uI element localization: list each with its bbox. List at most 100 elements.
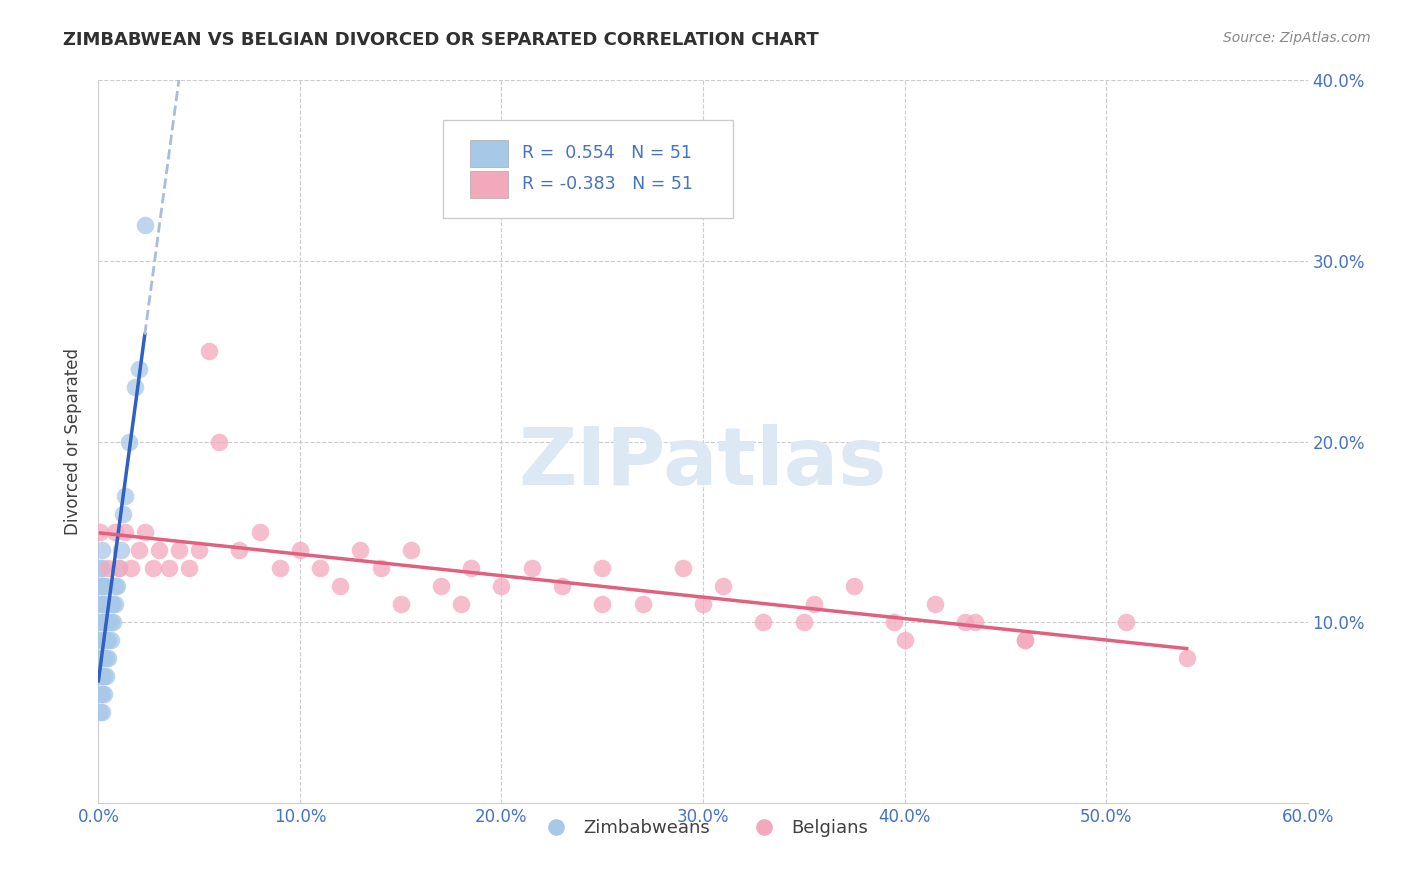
- Point: [965, 615, 987, 630]
- Point: [93, 669, 115, 683]
- Point: [591, 561, 613, 575]
- Point: [1115, 615, 1137, 630]
- Text: ZIPatlas: ZIPatlas: [519, 425, 887, 502]
- Point: [89, 687, 111, 701]
- Point: [711, 579, 734, 593]
- Point: [157, 561, 180, 575]
- Point: [208, 434, 231, 449]
- Point: [89, 706, 111, 720]
- Point: [93, 597, 115, 611]
- Point: [96, 669, 118, 683]
- Point: [91, 561, 114, 575]
- Point: [97, 561, 120, 575]
- Point: [91, 579, 114, 593]
- Point: [96, 615, 118, 630]
- Point: [893, 633, 915, 648]
- Point: [883, 615, 905, 630]
- Point: [89, 669, 111, 683]
- Point: [1175, 651, 1198, 665]
- Point: [89, 579, 111, 593]
- Point: [100, 633, 122, 648]
- Point: [89, 597, 111, 611]
- Point: [105, 579, 128, 593]
- Point: [491, 579, 513, 593]
- Point: [89, 633, 111, 648]
- Point: [93, 633, 115, 648]
- Point: [110, 542, 132, 557]
- Point: [134, 524, 156, 539]
- Point: [142, 561, 165, 575]
- Y-axis label: Divorced or Separated: Divorced or Separated: [65, 348, 83, 535]
- Point: [96, 597, 118, 611]
- Text: R = -0.383   N = 51: R = -0.383 N = 51: [522, 176, 693, 194]
- Point: [103, 579, 125, 593]
- Point: [953, 615, 976, 630]
- Point: [91, 651, 114, 665]
- Point: [198, 344, 221, 359]
- Point: [134, 218, 156, 232]
- Point: [96, 633, 118, 648]
- Point: [128, 362, 150, 376]
- FancyBboxPatch shape: [470, 170, 509, 198]
- Point: [100, 597, 122, 611]
- Point: [370, 561, 392, 575]
- Point: [389, 597, 412, 611]
- Point: [309, 561, 332, 575]
- Point: [128, 542, 150, 557]
- Point: [591, 597, 613, 611]
- Point: [349, 542, 371, 557]
- FancyBboxPatch shape: [470, 139, 509, 167]
- Point: [91, 615, 114, 630]
- Point: [97, 633, 120, 648]
- Point: [100, 615, 122, 630]
- Point: [329, 579, 352, 593]
- Point: [399, 542, 422, 557]
- Text: R =  0.554   N = 51: R = 0.554 N = 51: [522, 145, 692, 162]
- Point: [269, 561, 291, 575]
- FancyBboxPatch shape: [443, 120, 734, 218]
- Text: Source: ZipAtlas.com: Source: ZipAtlas.com: [1223, 31, 1371, 45]
- Point: [93, 615, 115, 630]
- Point: [93, 579, 115, 593]
- Point: [101, 597, 124, 611]
- Point: [91, 542, 114, 557]
- Point: [91, 633, 114, 648]
- Point: [111, 507, 134, 521]
- Point: [148, 542, 170, 557]
- Point: [460, 561, 482, 575]
- Point: [631, 597, 654, 611]
- Point: [89, 615, 111, 630]
- Point: [167, 542, 190, 557]
- Point: [450, 597, 472, 611]
- Point: [118, 434, 141, 449]
- Point: [89, 651, 111, 665]
- Text: ZIMBABWEAN VS BELGIAN DIVORCED OR SEPARATED CORRELATION CHART: ZIMBABWEAN VS BELGIAN DIVORCED OR SEPARA…: [63, 31, 820, 49]
- Point: [89, 561, 111, 575]
- Point: [1014, 633, 1036, 648]
- Point: [107, 561, 129, 575]
- Legend: Zimbabweans, Belgians: Zimbabweans, Belgians: [531, 812, 875, 845]
- Point: [803, 597, 825, 611]
- Point: [114, 524, 136, 539]
- Point: [179, 561, 201, 575]
- Point: [120, 561, 142, 575]
- Point: [672, 561, 695, 575]
- Point: [97, 615, 120, 630]
- Point: [551, 579, 574, 593]
- Point: [288, 542, 311, 557]
- Point: [188, 542, 211, 557]
- Point: [430, 579, 453, 593]
- Point: [96, 579, 118, 593]
- Point: [752, 615, 775, 630]
- Point: [91, 597, 114, 611]
- Point: [96, 651, 118, 665]
- Point: [520, 561, 543, 575]
- Point: [93, 651, 115, 665]
- Point: [249, 524, 271, 539]
- Point: [107, 561, 129, 575]
- Point: [844, 579, 866, 593]
- Point: [91, 669, 114, 683]
- Point: [924, 597, 946, 611]
- Point: [228, 542, 250, 557]
- Point: [101, 615, 124, 630]
